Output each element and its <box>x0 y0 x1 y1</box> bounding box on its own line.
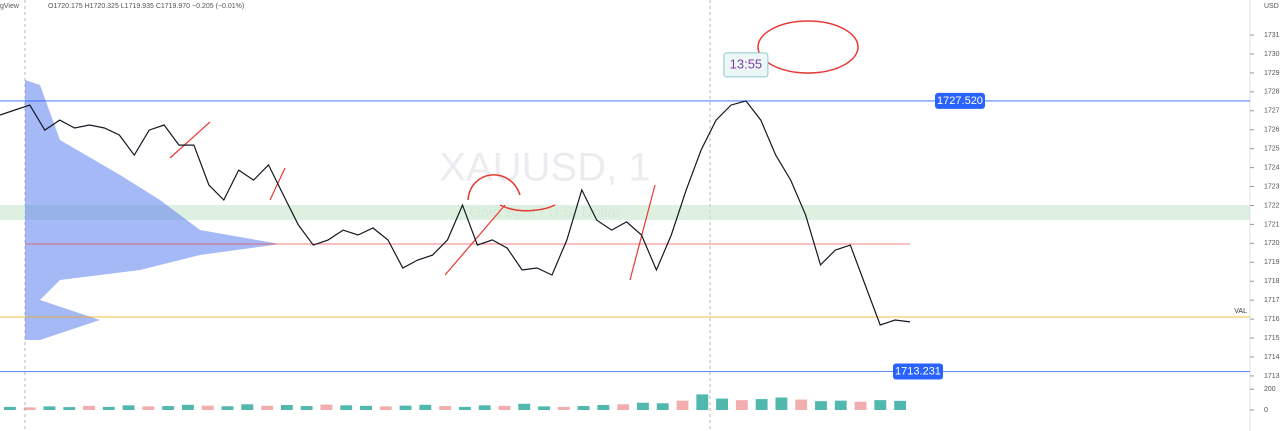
ohlc: O1720.175 H1720.325 L1719.935 C1719.970 … <box>48 3 244 10</box>
volume-bar <box>122 405 135 410</box>
volume-bar <box>241 404 254 410</box>
volume-bar <box>320 404 333 410</box>
volume-bar <box>735 400 748 410</box>
y-tick-label: 0 <box>1264 407 1268 414</box>
volume-profile <box>25 80 280 340</box>
volume-bar <box>419 404 432 410</box>
volume-bar <box>854 401 867 410</box>
y-tick-label: 1721.0 <box>1264 221 1280 228</box>
y-tick-label: 1731.0 <box>1264 32 1280 39</box>
volume-bar <box>142 406 155 410</box>
y-tick-label: 1723.0 <box>1264 183 1280 190</box>
volume-bar <box>617 404 630 410</box>
price-badge <box>893 363 943 380</box>
watermark: XAUUSD, 1 <box>439 146 650 190</box>
y-tick-label: 1718.0 <box>1264 278 1280 285</box>
volume-bar <box>280 405 293 410</box>
y-tick-label: 1722.0 <box>1264 202 1280 209</box>
volume-bar <box>340 405 353 410</box>
y-tick-label: 1726.0 <box>1264 127 1280 134</box>
volume-bar <box>795 399 808 410</box>
volume-bar <box>874 400 887 410</box>
volume-bar <box>676 400 689 410</box>
volume-bar <box>478 405 491 410</box>
volume-bar <box>201 405 214 410</box>
y-tick-label: 1715.0 <box>1264 335 1280 342</box>
volume-bar <box>360 405 372 410</box>
volume-bar <box>834 400 847 410</box>
volume-bar <box>43 406 56 410</box>
currency: USD <box>1264 3 1279 10</box>
volume-bar <box>3 406 16 410</box>
y-tick-label: 1727.0 <box>1264 108 1280 115</box>
volume-bar <box>755 399 768 410</box>
volume-bar <box>102 406 115 410</box>
zone <box>0 205 1250 220</box>
volume-bar <box>518 403 531 410</box>
volume-bar <box>83 405 95 410</box>
volume-bar <box>637 402 649 410</box>
volume-bar <box>696 394 709 410</box>
y-tick-label: 1719.0 <box>1264 259 1280 266</box>
price-line-series <box>0 100 911 326</box>
volume-bar <box>458 406 471 410</box>
volume-bar <box>538 406 550 410</box>
volume-bar <box>261 405 273 410</box>
y-tick-label: 1730.0 <box>1264 51 1280 58</box>
volume-bar <box>379 406 392 410</box>
volume-bar <box>63 407 76 410</box>
annotation: 13:55 <box>730 56 763 71</box>
volume-bar <box>716 398 728 410</box>
volume-bar <box>300 406 313 410</box>
y-tick-label: 1713.0 <box>1264 373 1280 380</box>
volume-bar <box>577 406 590 410</box>
y-tick-label: 200 <box>1264 386 1276 393</box>
volume-bar <box>656 403 669 410</box>
volume-bar <box>498 405 511 410</box>
annotation-box <box>723 52 769 78</box>
y-tick-label: 1720.0 <box>1264 240 1280 247</box>
y-tick-label: 1729.0 <box>1264 70 1280 77</box>
drawing-scribble <box>467 174 556 212</box>
volume-bar <box>439 406 452 410</box>
price-label: 1727.520 <box>937 95 983 107</box>
volume-bar <box>597 405 610 410</box>
volume-bar <box>775 397 788 410</box>
volume-bar <box>162 406 175 410</box>
y-tick-label: 1724.0 <box>1264 164 1280 171</box>
volume-bar <box>399 405 412 410</box>
volume-bar <box>815 401 827 410</box>
y-tick-label: 1725.0 <box>1264 146 1280 153</box>
y-tick-label: 1717.0 <box>1264 297 1280 304</box>
y-tick-label: 1728.0 <box>1264 89 1280 96</box>
price-badge <box>935 92 985 109</box>
app-name: gView <box>0 3 20 10</box>
volume-bar <box>23 407 36 410</box>
y-tick-label: 1714.0 <box>1264 354 1280 361</box>
volume-bar <box>557 406 570 410</box>
y-tick-label: 1716.0 <box>1264 316 1280 323</box>
drawing-circle <box>757 20 859 74</box>
volume-bar <box>221 406 234 410</box>
volume-bar <box>894 400 907 410</box>
price-label: 1713.231 <box>895 365 941 377</box>
volume-bar <box>182 404 194 410</box>
level-label: VAL <box>1234 308 1247 315</box>
